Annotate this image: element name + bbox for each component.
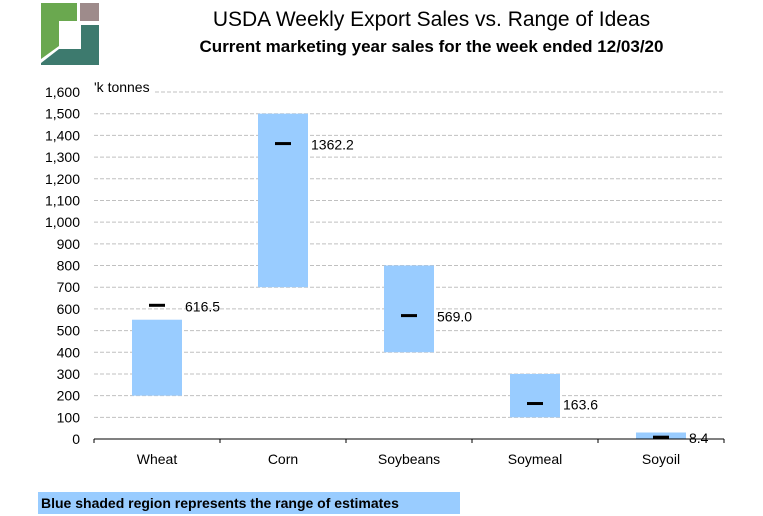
y-tick-label: 1,000 [45, 214, 80, 230]
range-bars [132, 113, 686, 439]
data-label: 8.4 [689, 430, 709, 446]
data-labels: 616.5 1362.2 569.0 163.6 8.4 [185, 137, 709, 447]
x-tick-label: Soymeal [508, 451, 562, 467]
chart-title: USDA Weekly Export Sales vs. Range of Id… [212, 8, 651, 31]
data-label: 163.6 [563, 397, 598, 413]
y-tick-label: 1,600 [45, 84, 80, 100]
y-tick-label: 1,500 [45, 106, 80, 122]
x-tick-label: Soyoil [642, 451, 680, 467]
y-tick-label: 1,200 [45, 171, 80, 187]
y-tick-label: 1,100 [45, 192, 80, 208]
y-tick-label: 700 [57, 279, 81, 295]
y-tick-label: 400 [57, 344, 81, 360]
range-bar [258, 113, 308, 288]
y-tick-label: 600 [57, 301, 81, 317]
y-tick-label: 1,300 [45, 149, 80, 165]
y-axis-ticks: 0 100 200 300 400 500 600 700 800 900 1,000 1,100 1,… [45, 84, 80, 447]
x-tick-label: Corn [268, 451, 298, 467]
x-axis-tick-labels: Wheat Corn Soybeans Soymeal Soyoil [137, 451, 680, 467]
y-tick-label: 900 [57, 236, 81, 252]
range-bar [132, 319, 182, 396]
data-label: 616.5 [185, 298, 220, 314]
actual-markers [149, 142, 669, 439]
x-axis [93, 438, 725, 443]
gridlines [94, 91, 724, 418]
x-tick-label: Wheat [137, 451, 178, 467]
y-tick-label: 800 [57, 258, 81, 274]
y-axis-label: 'k tonnes [94, 79, 150, 95]
y-tick-label: 1,400 [45, 127, 80, 143]
y-tick-label: 300 [57, 366, 81, 382]
y-tick-label: 500 [57, 323, 81, 339]
logo-icon [41, 3, 99, 65]
data-label: 1362.2 [311, 137, 354, 153]
y-tick-label: 100 [57, 409, 81, 425]
y-tick-label: 200 [57, 388, 81, 404]
legend-note: Blue shaded region represents the range … [38, 492, 460, 514]
range-bar [510, 373, 560, 418]
range-bar [384, 265, 434, 353]
data-label: 569.0 [437, 309, 472, 325]
y-tick-label: 0 [72, 431, 80, 447]
chart-subtitle: Current marketing year sales for the wee… [199, 37, 664, 56]
x-tick-label: Soybeans [378, 451, 440, 467]
